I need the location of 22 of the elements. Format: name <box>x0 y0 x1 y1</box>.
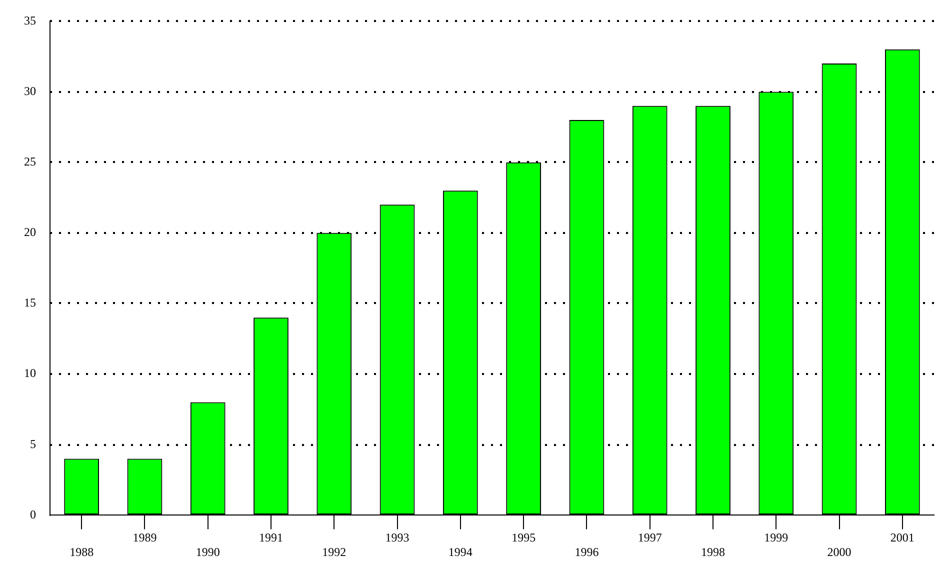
y-tick-label: 30 <box>24 84 36 98</box>
x-tick-label: 1996 <box>574 544 599 559</box>
x-tick-label: 2000 <box>827 544 852 559</box>
x-tick-label: 1995 <box>512 530 536 545</box>
y-tick-label: 15 <box>24 296 36 310</box>
y-tick-label: 0 <box>30 507 36 522</box>
x-tick-label: 1993 <box>385 530 410 545</box>
x-tick-label: 2001 <box>890 530 914 545</box>
y-tick-label: 25 <box>24 154 36 168</box>
x-tick-label: 1989 <box>132 530 157 545</box>
y-tick-label: 10 <box>24 366 36 380</box>
y-tick-label: 20 <box>24 225 36 240</box>
x-tick-label: 1991 <box>259 530 283 545</box>
x-tick-label: 1992 <box>322 544 346 559</box>
x-tick-label: 1988 <box>70 544 94 559</box>
x-tick-label: 1994 <box>448 544 472 559</box>
x-tick-label: 1997 <box>638 530 662 545</box>
x-tick-label: 1990 <box>196 544 220 559</box>
y-tick-label: 35 <box>24 13 36 28</box>
x-tick-label: 1998 <box>701 544 725 559</box>
y-tick-label: 5 <box>30 436 36 451</box>
x-tick-label: 1999 <box>764 530 788 545</box>
